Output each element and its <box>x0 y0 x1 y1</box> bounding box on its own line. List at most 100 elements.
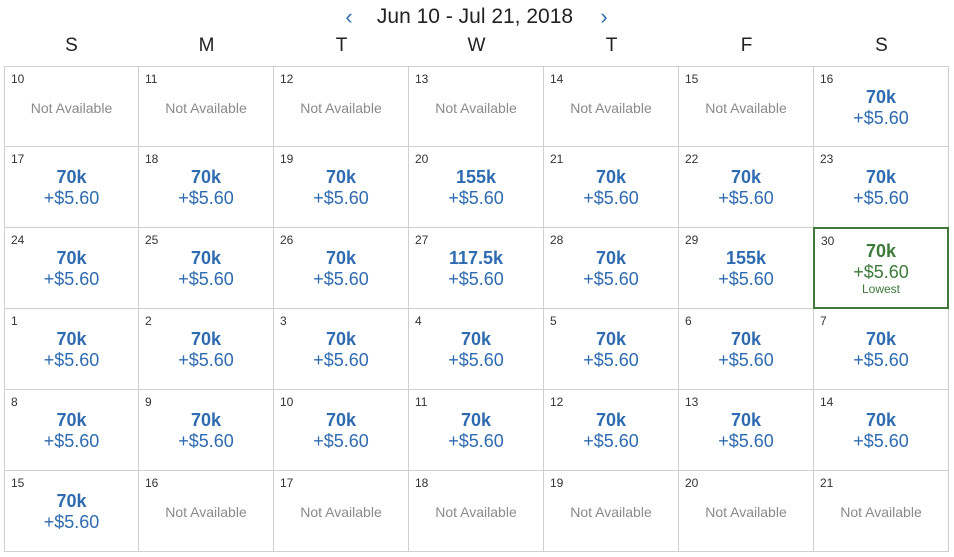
calendar-day[interactable]: 15 70k +$5.60 <box>4 471 139 552</box>
day-number: 21 <box>820 476 834 490</box>
day-number: 22 <box>685 152 699 166</box>
day-number: 14 <box>820 395 834 409</box>
miles-price: 70k <box>595 248 627 268</box>
day-number: 8 <box>11 395 18 409</box>
miles-price: 70k <box>190 248 222 268</box>
calendar-day[interactable]: 13 70k +$5.60 <box>679 390 814 471</box>
day-number: 20 <box>415 152 429 166</box>
day-number: 26 <box>280 233 294 247</box>
day-number: 13 <box>415 72 429 86</box>
calendar-day[interactable]: 16 70k +$5.60 <box>814 66 949 147</box>
calendar-day-lowest[interactable]: 30 70k +$5.60 Lowest <box>813 227 949 309</box>
not-available-label: Not Available <box>705 504 787 520</box>
miles-price: 70k <box>865 410 897 430</box>
not-available-label: Not Available <box>165 100 247 116</box>
calendar-day[interactable]: 14 70k +$5.60 <box>814 390 949 471</box>
calendar-day[interactable]: 6 70k +$5.60 <box>679 309 814 390</box>
fee-price: +$5.60 <box>178 431 234 451</box>
calendar-day: 16 Not Available <box>139 471 274 552</box>
fee-price: +$5.60 <box>313 431 369 451</box>
day-number: 14 <box>550 72 564 86</box>
fee-price: +$5.60 <box>313 350 369 370</box>
fee-price: +$5.60 <box>853 262 909 282</box>
calendar-day[interactable]: 12 70k +$5.60 <box>544 390 679 471</box>
not-available-label: Not Available <box>840 504 922 520</box>
fee-price: +$5.60 <box>853 350 909 370</box>
calendar-day: 19 Not Available <box>544 471 679 552</box>
miles-price: 70k <box>595 410 627 430</box>
weekday-label: S <box>875 35 888 56</box>
calendar-day[interactable]: 10 70k +$5.60 <box>274 390 409 471</box>
fee-price: +$5.60 <box>448 188 504 208</box>
calendar-day[interactable]: 21 70k +$5.60 <box>544 147 679 228</box>
fee-price: +$5.60 <box>43 350 100 370</box>
fee-price: +$5.60 <box>43 431 100 451</box>
calendar-day[interactable]: 26 70k +$5.60 <box>274 228 409 309</box>
calendar-day[interactable]: 1 70k +$5.60 <box>4 309 139 390</box>
day-number: 5 <box>550 314 557 328</box>
day-number: 15 <box>685 72 699 86</box>
calendar-day[interactable]: 2 70k +$5.60 <box>139 309 274 390</box>
not-available-label: Not Available <box>300 100 382 116</box>
day-number: 3 <box>280 314 287 328</box>
fee-price: +$5.60 <box>178 269 234 289</box>
fee-price: +$5.60 <box>718 269 774 289</box>
fee-price: +$5.60 <box>43 188 100 208</box>
fee-price: +$5.60 <box>178 350 234 370</box>
miles-price: 70k <box>595 167 627 187</box>
weekday-header-row: S M T W T F S <box>4 34 949 58</box>
calendar-day[interactable]: 18 70k +$5.60 <box>139 147 274 228</box>
calendar-day[interactable]: 5 70k +$5.60 <box>544 309 679 390</box>
fee-price: +$5.60 <box>853 108 909 128</box>
calendar-day[interactable]: 9 70k +$5.60 <box>139 390 274 471</box>
day-number: 7 <box>820 314 827 328</box>
miles-price: 70k <box>56 410 87 430</box>
day-number: 11 <box>415 395 428 409</box>
calendar-day[interactable]: 28 70k +$5.60 <box>544 228 679 309</box>
not-available-label: Not Available <box>570 100 652 116</box>
miles-price: 70k <box>595 329 627 349</box>
calendar-day[interactable]: 27 117.5k +$5.60 <box>409 228 544 309</box>
calendar-day[interactable]: 8 70k +$5.60 <box>4 390 139 471</box>
miles-price: 70k <box>865 167 897 187</box>
lowest-badge: Lowest <box>861 282 901 296</box>
weekday-label: T <box>605 35 618 56</box>
calendar-day[interactable]: 4 70k +$5.60 <box>409 309 544 390</box>
calendar-day[interactable]: 22 70k +$5.60 <box>679 147 814 228</box>
day-number: 29 <box>685 233 699 247</box>
day-number: 19 <box>280 152 294 166</box>
chevron-left-icon[interactable]: ‹ <box>345 4 353 29</box>
calendar-day[interactable]: 19 70k +$5.60 <box>274 147 409 228</box>
calendar-day[interactable]: 29 155k +$5.60 <box>679 228 814 309</box>
day-number: 12 <box>550 395 564 409</box>
miles-price: 70k <box>56 329 87 349</box>
calendar-day[interactable]: 23 70k +$5.60 <box>814 147 949 228</box>
miles-price: 70k <box>325 167 357 187</box>
not-available-label: Not Available <box>435 100 517 116</box>
miles-price: 70k <box>460 329 492 349</box>
day-number: 4 <box>415 314 422 328</box>
fee-price: +$5.60 <box>583 431 639 451</box>
calendar-day[interactable]: 24 70k +$5.60 <box>4 228 139 309</box>
fee-price: +$5.60 <box>718 350 774 370</box>
miles-price: 70k <box>730 329 762 349</box>
not-available-label: Not Available <box>30 100 113 116</box>
calendar-day[interactable]: 20 155k +$5.60 <box>409 147 544 228</box>
calendar-day: 14 Not Available <box>544 66 679 147</box>
calendar-day[interactable]: 25 70k +$5.60 <box>139 228 274 309</box>
calendar-day[interactable]: 11 70k +$5.60 <box>409 390 544 471</box>
miles-price: 70k <box>325 329 357 349</box>
chevron-right-icon[interactable]: › <box>600 4 608 29</box>
calendar-day[interactable]: 17 70k +$5.60 <box>4 147 139 228</box>
calendar-day[interactable]: 3 70k +$5.60 <box>274 309 409 390</box>
calendar-day: 10 Not Available <box>4 66 139 147</box>
day-number: 1 <box>11 314 18 328</box>
miles-price: 70k <box>325 248 357 268</box>
calendar-day[interactable]: 7 70k +$5.60 <box>814 309 949 390</box>
day-number: 20 <box>685 476 699 490</box>
day-number: 18 <box>145 152 159 166</box>
weekday-label: W <box>467 35 486 56</box>
day-number: 18 <box>415 476 429 490</box>
weekday-label: F <box>740 35 753 56</box>
calendar-header: ‹ Jun 10 - Jul 21, 2018 › <box>0 0 954 34</box>
